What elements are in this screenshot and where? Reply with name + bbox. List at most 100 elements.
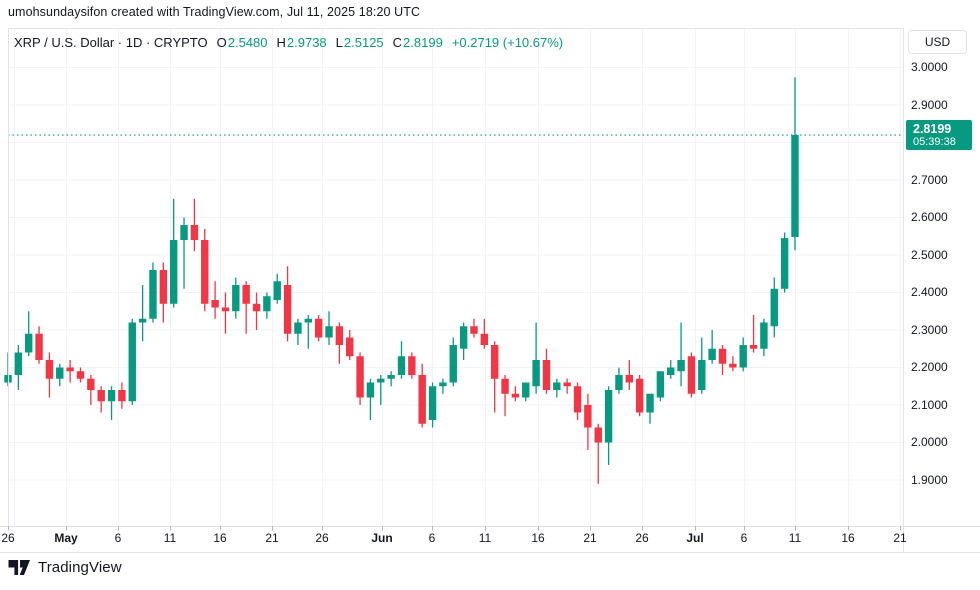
candle-body [428, 386, 437, 420]
time-axis-label: 26 [635, 531, 649, 545]
close-value: 2.8199 [403, 35, 443, 50]
candle-body [25, 333, 33, 353]
time-axis-label: 16 [213, 531, 227, 545]
candle-body [377, 378, 385, 383]
candle-body [770, 288, 778, 327]
candle-body [635, 378, 644, 413]
time-axis-label: Jul [686, 531, 704, 545]
candle-body [149, 270, 157, 319]
ohlc-high: H2.9738 [277, 35, 327, 50]
price-axis-label: 2.6000 [911, 210, 948, 224]
time-axis-label: May [54, 531, 78, 545]
candle-body [532, 360, 540, 387]
time-axis-label: 16 [531, 531, 545, 545]
candle-body [687, 356, 696, 394]
price-axis-label: 2.5000 [911, 247, 948, 262]
candle-body [625, 375, 633, 383]
time-axis-label: 11 [788, 531, 802, 545]
candle-body [729, 363, 737, 368]
candle-body [490, 345, 499, 379]
time-axis-label: 26 [315, 531, 329, 545]
candle-body [304, 318, 312, 323]
price-axis-label: 2.1000 [911, 397, 948, 412]
candle-body [366, 382, 375, 398]
watermark-text: umohsundaysifon created with TradingView… [8, 5, 421, 19]
candle-body [35, 333, 43, 360]
low-value: 2.5125 [343, 35, 384, 50]
time-axis-label: 21 [893, 531, 907, 545]
time-axis-label: 6 [114, 531, 122, 545]
tradingview-logo-icon [8, 559, 30, 575]
candle-body [760, 322, 768, 349]
candle-body [190, 225, 199, 240]
time-axis-label: 21 [265, 531, 279, 545]
price-axis-label: 2.2000 [911, 360, 948, 374]
candle-body [470, 326, 478, 334]
candle-body [201, 240, 209, 304]
candle-body [221, 307, 230, 312]
candle-body [107, 390, 116, 402]
time-axis-label: 11 [478, 531, 492, 545]
candle-body [439, 382, 447, 387]
candle-body [314, 318, 323, 338]
candle-body [563, 382, 571, 387]
symbol-title: XRP / U.S. Dollar · 1D · CRYPTO [14, 35, 208, 50]
time-axis-label: 6 [740, 531, 748, 545]
candle-body [56, 367, 64, 379]
candle-body [656, 371, 665, 398]
tradingview-brand-text: TradingView [38, 558, 122, 576]
candle-body [646, 393, 654, 413]
candle-body [294, 322, 302, 334]
candle-body [667, 367, 675, 375]
candle-body [87, 378, 95, 390]
open-value: 2.5480 [227, 35, 268, 50]
candle-body [698, 360, 706, 390]
candle-body [118, 390, 126, 402]
candle-body [522, 382, 530, 398]
candle-body [356, 356, 364, 398]
candle-body [263, 296, 271, 312]
ohlc-low: L2.5125 [336, 35, 384, 50]
currency-button[interactable]: USD [908, 30, 967, 54]
price-axis-label: 2.4000 [911, 285, 948, 299]
price-axis-label: 2.9000 [911, 97, 948, 112]
time-axis-label: 11 [163, 531, 177, 545]
candle-body [14, 352, 23, 375]
candle-body [76, 371, 85, 379]
candle-body [604, 390, 613, 443]
candle-body [791, 135, 799, 237]
candle-body [159, 270, 168, 304]
low-label: L [335, 35, 343, 50]
candle-body [615, 375, 623, 390]
price-axis-label: 2.0000 [911, 435, 948, 449]
candle-body [459, 326, 468, 349]
candle-body [418, 375, 426, 424]
candle-body [511, 393, 520, 398]
candle-body [780, 238, 789, 289]
candle-body [211, 300, 219, 308]
ohlc-open: O2.5480 [217, 35, 268, 50]
price-axis-label: 2.7000 [911, 172, 948, 187]
candle-body [232, 285, 240, 312]
price-axis-label: 3.0000 [911, 60, 948, 74]
time-axis-label: Jun [371, 531, 393, 545]
candle-body [397, 356, 406, 375]
time-axis-label: 26 [1, 531, 15, 545]
countdown-timer: 05:39:38 [913, 136, 956, 149]
candle-body [749, 345, 758, 349]
time-axis[interactable] [0, 526, 903, 552]
candle-body [180, 225, 188, 240]
candle-body [97, 390, 105, 402]
high-label: H [276, 35, 286, 50]
price-axis-label: 2.3000 [911, 322, 948, 337]
candle-body [138, 318, 147, 323]
candle-body [66, 367, 74, 372]
tradingview-attribution-link[interactable]: TradingView [8, 556, 122, 578]
candle-body [553, 382, 561, 390]
last-price-value: 2.8199 [913, 122, 952, 137]
candle-body [252, 303, 261, 312]
open-label: O [216, 35, 227, 50]
candle-body [677, 360, 685, 372]
